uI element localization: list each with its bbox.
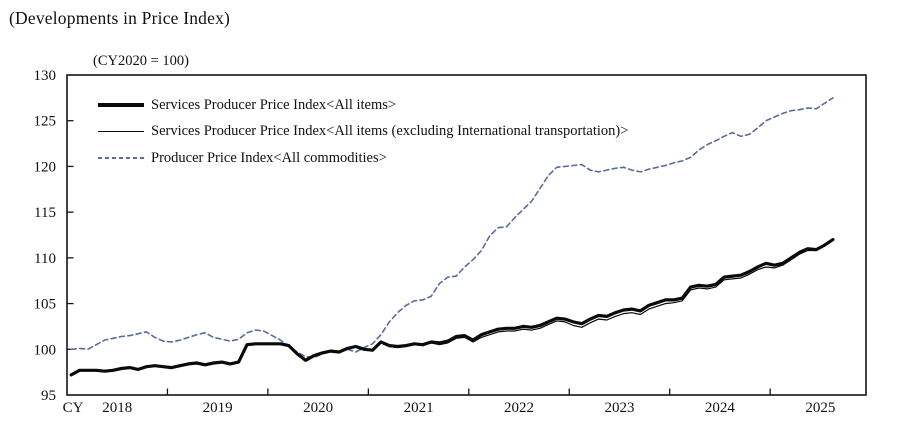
legend-label: Services Producer Price Index<All items> xyxy=(151,96,397,113)
legend-item-sppi-ex-transport: Services Producer Price Index<All items … xyxy=(98,119,628,146)
legend-item-ppi: Producer Price Index<All commodities> xyxy=(98,145,628,172)
x-tick-label: 2022 xyxy=(504,400,534,416)
x-tick-label: 2023 xyxy=(604,400,634,416)
y-tick-label: 125 xyxy=(34,114,57,130)
axis-unit-note: (CY2020 = 100) xyxy=(93,53,189,69)
x-tick-label: 2025 xyxy=(805,400,835,416)
y-tick-label: 100 xyxy=(34,342,57,358)
x-tick-label: 2019 xyxy=(203,400,233,416)
x-axis-prefix-label: CY xyxy=(63,400,84,416)
y-tick-label: 105 xyxy=(34,297,57,313)
x-tick-label: 2020 xyxy=(303,400,333,416)
y-tick-label: 130 xyxy=(34,68,57,84)
legend-label: Producer Price Index<All commodities> xyxy=(151,149,387,166)
x-tick-label: 2021 xyxy=(404,400,434,416)
plot-border xyxy=(66,74,867,396)
dashed-line-icon xyxy=(98,157,144,160)
series-line-1 xyxy=(70,239,834,376)
series-line-2 xyxy=(70,97,834,359)
x-tick-label: 2024 xyxy=(705,400,736,416)
series-line-0 xyxy=(69,238,835,377)
thick-solid-line-icon xyxy=(98,103,144,108)
x-tick-label: 2018 xyxy=(102,400,132,416)
legend-item-sppi-all: Services Producer Price Index<All items> xyxy=(98,92,628,119)
legend-label: Services Producer Price Index<All items … xyxy=(151,123,629,140)
y-tick-label: 110 xyxy=(34,251,56,267)
y-tick-label: 115 xyxy=(34,205,56,221)
chart-legend: Services Producer Price Index<All items>… xyxy=(98,92,628,172)
thin-solid-line-icon xyxy=(98,131,144,133)
y-tick-label: 120 xyxy=(34,159,57,175)
y-tick-label: 95 xyxy=(41,388,56,404)
chart-title: (Developments in Price Index) xyxy=(9,8,231,28)
